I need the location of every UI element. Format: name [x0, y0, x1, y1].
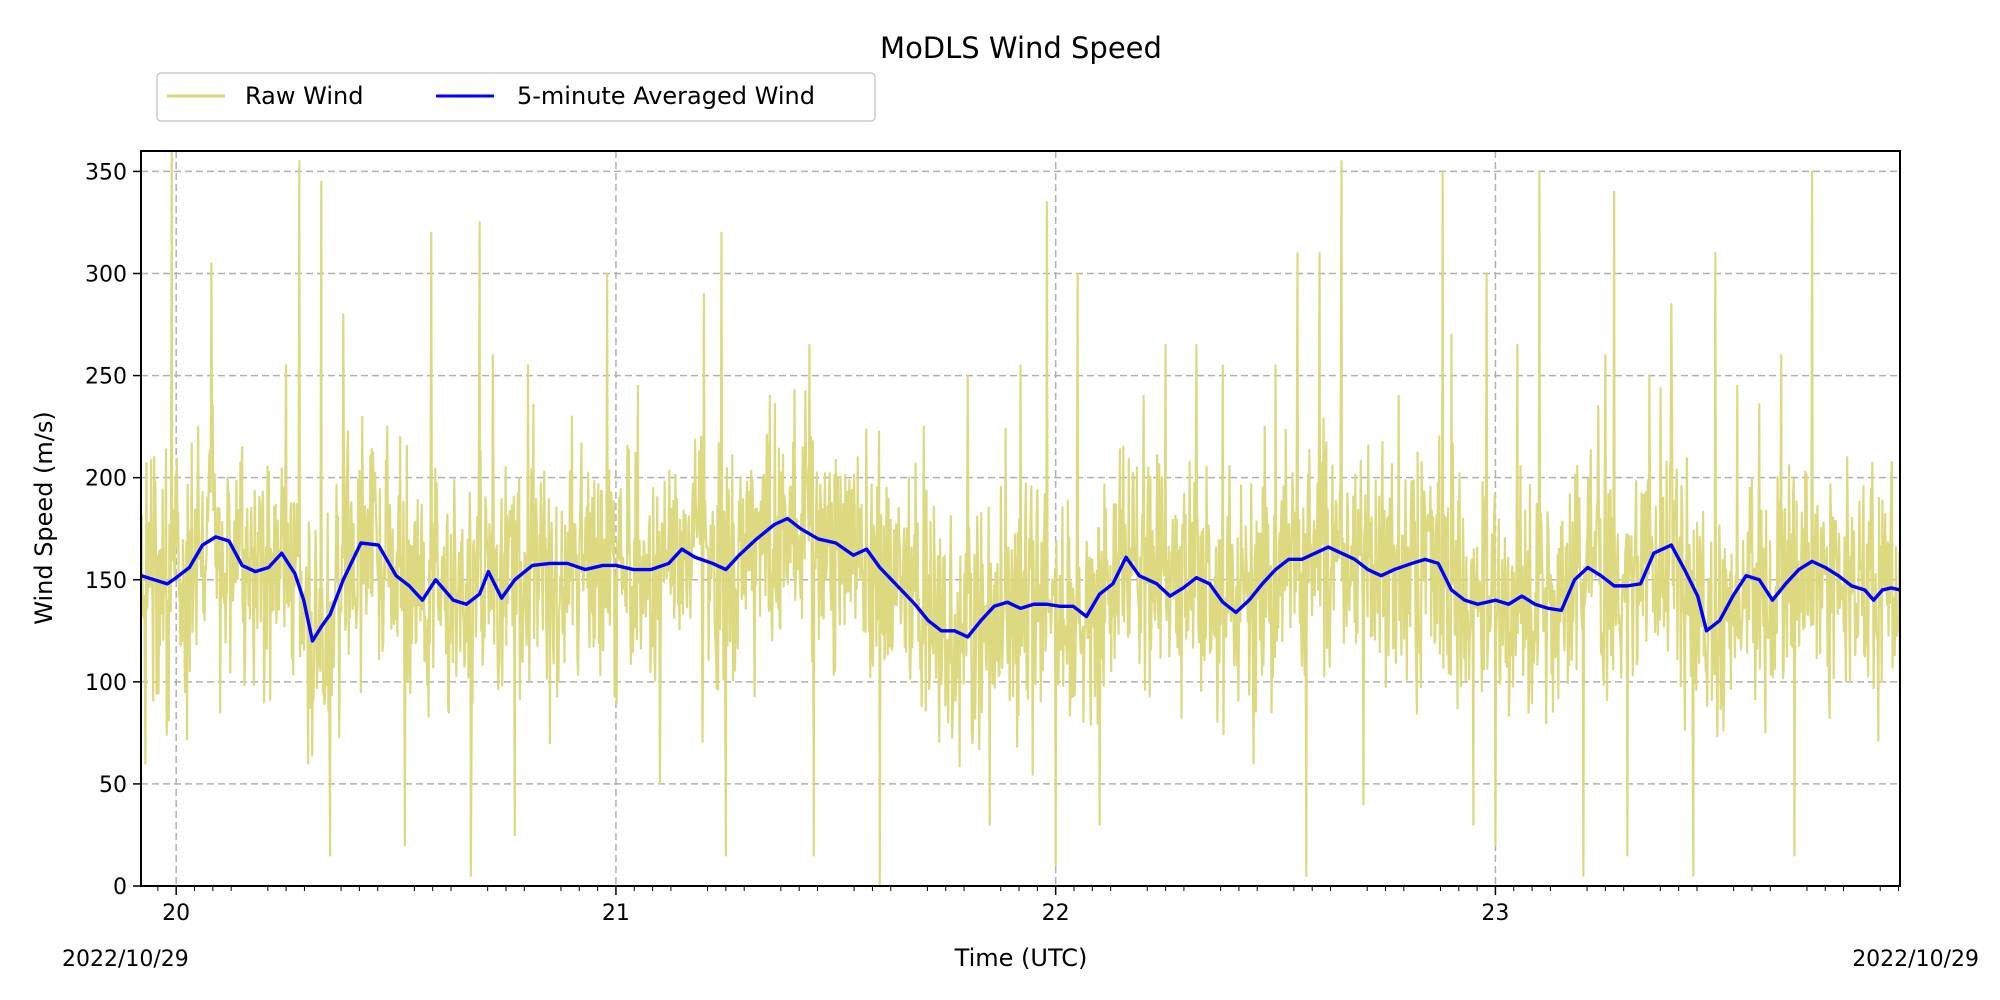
x-axis-title: Time (UTC) — [954, 944, 1088, 972]
x-tick-label: 22 — [1042, 901, 1070, 926]
y-tick-label: 250 — [85, 365, 127, 390]
series-line-raw-wind — [139, 149, 1902, 888]
y-tick-label: 300 — [85, 263, 127, 288]
y-tick-label: 350 — [85, 160, 127, 185]
plot-frame — [140, 150, 1901, 887]
legend: Raw Wind 5-minute Averaged Wind — [156, 72, 876, 122]
y-tick-label: 100 — [85, 671, 127, 696]
y-tick-label: 0 — [113, 875, 127, 900]
data-lines — [139, 149, 1902, 888]
series-line-averaged-wind — [140, 516, 1901, 643]
y-axis-title: Wind Speed (m/s) — [30, 411, 58, 625]
legend-label-raw-wind: Raw Wind — [245, 82, 363, 110]
x-tick-label: 23 — [1481, 901, 1509, 926]
date-label-left: 2022/10/29 — [62, 947, 189, 972]
x-tick-label: 20 — [162, 901, 190, 926]
y-tick-label: 150 — [85, 569, 127, 594]
legend-box — [156, 72, 876, 122]
x-tick-label: 21 — [602, 901, 630, 926]
y-tick-label: 50 — [99, 773, 127, 798]
y-tick-label: 200 — [85, 467, 127, 492]
date-label-right: 2022/10/29 — [1852, 947, 1979, 972]
chart-title: MoDLS Wind Speed — [880, 31, 1162, 65]
legend-label-averaged-wind: 5-minute Averaged Wind — [517, 82, 815, 110]
axis-ticks: 0 50 100 150 200 250 300 350 20 21 22 23 — [85, 160, 1900, 926]
